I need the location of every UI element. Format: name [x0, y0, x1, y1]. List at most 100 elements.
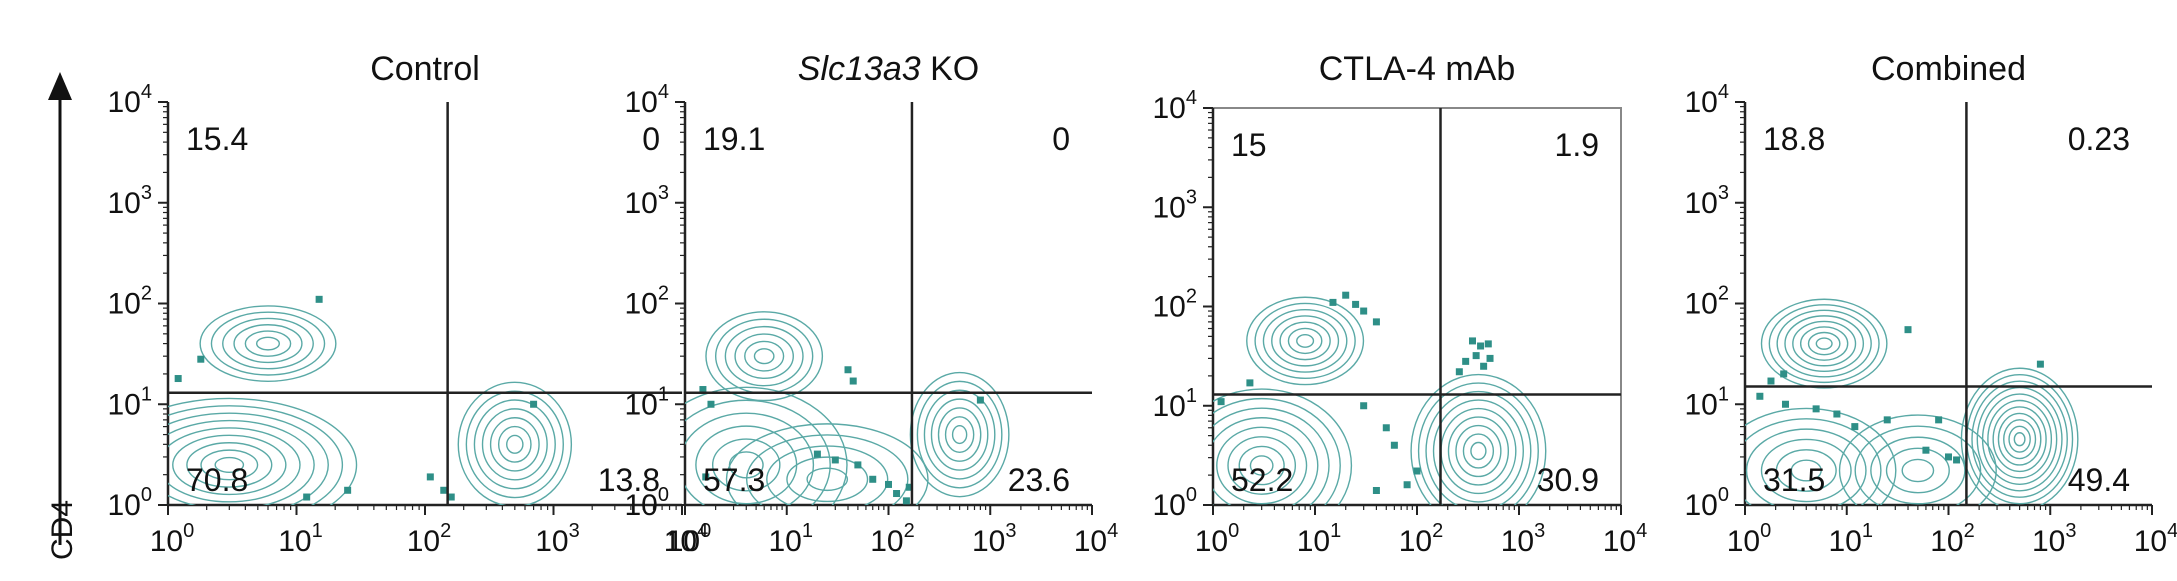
contour-ring — [806, 467, 849, 492]
contour-ring — [1790, 459, 1822, 482]
y-tick-label: 102 — [1153, 286, 1198, 324]
contour-ring — [1296, 333, 1315, 348]
contour-ring — [1271, 315, 1340, 367]
event-dot — [1360, 307, 1368, 315]
panel-title: Slc13a3 KO — [798, 50, 979, 88]
panel-title: Control — [370, 50, 480, 88]
contour-ring — [714, 318, 814, 394]
contour-ring — [951, 425, 968, 445]
contour-ring — [724, 325, 804, 387]
x-tick-label: 104 — [664, 520, 709, 558]
event-dot — [1413, 467, 1421, 475]
quadrant-lower-right-value: 49.4 — [2068, 462, 2130, 498]
contour-ring — [1287, 327, 1323, 355]
contour-ring — [1792, 320, 1857, 367]
contour-ring — [1432, 399, 1524, 503]
x-tick-label: 101 — [1297, 520, 1342, 558]
contour-ring — [214, 456, 245, 473]
contour-ring — [734, 333, 794, 380]
contour-group — [1213, 291, 1547, 505]
y-tick-label: 101 — [1685, 383, 1730, 421]
contour-ring — [244, 330, 292, 357]
event-dot — [1477, 342, 1485, 350]
contour-ring — [1213, 397, 1341, 505]
y-tick-label: 100 — [625, 484, 670, 522]
event-dot — [344, 486, 352, 494]
event-dot — [1246, 379, 1254, 387]
facs-panel-3: 15 1.9 52.2 30.9 CTLA-4 mAb 100 101 102 103 104 10… — [1153, 50, 1648, 558]
event-dot — [1833, 410, 1841, 418]
event-dot — [905, 483, 913, 491]
x-tick-label: 104 — [1603, 520, 1648, 558]
y-tick-label: 103 — [625, 182, 670, 220]
event-dot — [813, 450, 821, 458]
contour-ring — [1981, 393, 2058, 486]
event-dot — [854, 461, 862, 469]
contour-ring — [1799, 326, 1849, 361]
contour-ring — [1279, 321, 1331, 361]
x-tick-label: 100 — [150, 520, 195, 558]
quadrant-upper-left-value: 18.8 — [1763, 121, 1825, 157]
contour-ring — [923, 389, 996, 480]
contour-ring — [210, 311, 326, 376]
event-dot — [976, 396, 984, 404]
event-dot — [1480, 362, 1488, 370]
event-dot — [707, 400, 715, 408]
contour-ring — [199, 305, 337, 382]
contour-ring — [1760, 298, 1888, 389]
y-tick-label: 101 — [1153, 385, 1198, 423]
contour-ring — [200, 449, 259, 481]
x-tick-label: 102 — [1930, 520, 1975, 558]
x-tick-label: 100 — [667, 520, 712, 558]
contour-ring — [168, 397, 358, 505]
x-tick-label: 102 — [870, 520, 915, 558]
event-dot — [1922, 446, 1930, 454]
contour-ring — [753, 348, 775, 365]
event-dot — [426, 473, 434, 481]
quadrant-lower-left-value: 70.8 — [186, 462, 248, 498]
contour-ring — [473, 399, 556, 490]
event-dot — [893, 490, 901, 498]
contour-ring — [1784, 315, 1865, 372]
contour-ring — [944, 416, 975, 454]
contour-ring — [457, 381, 573, 505]
quadrant-upper-left-value: 19.1 — [703, 121, 765, 157]
event-dot — [1904, 326, 1912, 334]
y-tick-label: 103 — [1153, 186, 1198, 224]
event-dot — [1403, 481, 1411, 489]
panel-title-italic: Slc13a3 — [798, 50, 921, 88]
panel-title-rest: KO — [921, 50, 980, 88]
contour-ring — [2008, 425, 2031, 453]
contour-ring — [1768, 304, 1880, 384]
contour-ring — [786, 456, 869, 503]
x-tick-label: 103 — [535, 520, 580, 558]
x-tick-label: 100 — [1727, 520, 1772, 558]
x-tick-label: 103 — [972, 520, 1017, 558]
event-dot — [197, 355, 205, 363]
contour-ring — [745, 434, 909, 505]
contour-ring — [1745, 428, 1867, 505]
contour-ring — [1760, 438, 1852, 503]
contour-ring — [1807, 331, 1841, 356]
contour-ring — [1976, 386, 2063, 492]
contour-ring — [711, 438, 781, 492]
contour-ring — [465, 390, 564, 499]
y-axis-label-group: CD4 — [46, 72, 79, 560]
event-dot — [1390, 441, 1398, 449]
quadrant-lower-left-value: 52.2 — [1231, 462, 1293, 498]
y-tick-label: 101 — [108, 383, 153, 421]
contour-ring — [1960, 367, 2079, 505]
contour-ring — [1997, 412, 2042, 466]
contour-ring — [685, 399, 831, 505]
contour-ring — [1775, 449, 1837, 492]
event-dot — [844, 366, 852, 374]
contour-ring — [1971, 380, 2068, 498]
event-dot — [1486, 354, 1494, 362]
contour-ring — [1870, 436, 1966, 505]
contour-ring — [233, 324, 303, 364]
event-dot — [1883, 416, 1891, 424]
contour-ring — [1249, 455, 1274, 476]
event-dot — [1372, 486, 1380, 494]
event-dot — [1217, 398, 1225, 406]
